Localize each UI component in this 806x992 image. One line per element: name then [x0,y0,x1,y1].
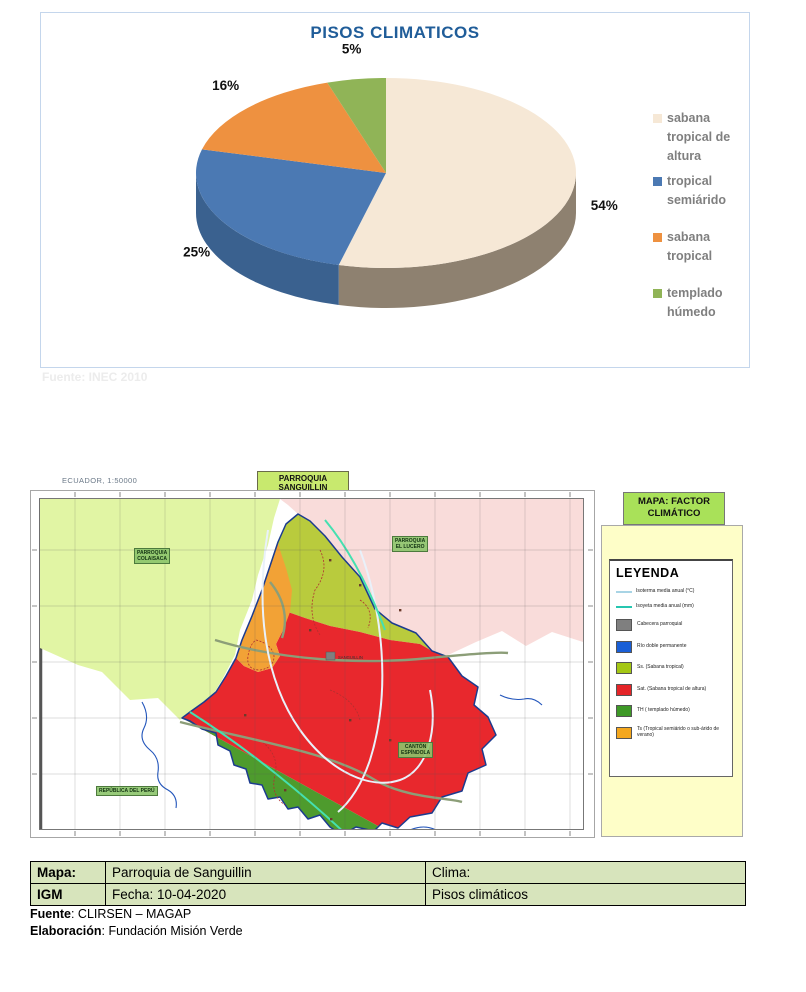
map-legend-item: Isoyeta media anual (mm) [616,603,728,610]
map-legend-label: Ts (Tropical semiárido o sub-árido de ve… [637,726,720,738]
map-ticks [32,492,593,836]
legend-box-icon [616,619,632,631]
cell-igm: IGM [30,883,106,906]
map-legend-title: LEYENDA [616,566,680,580]
table-row: IGM Fecha: 10-04-2020 Pisos climáticos [30,883,746,906]
map-grid [40,499,583,829]
chart-legend-item: templado húmedo [653,284,749,322]
cabecera-marker [325,651,336,661]
map-legend-label: Ss. (Sabana tropical) [637,664,684,671]
neighbor-label-northeast: PARROQUIA EL LUCERO [392,536,429,552]
footer: Fuente: CLIRSEN – MAGAP Elaboración: Fun… [30,906,243,940]
cell-pisos: Pisos climáticos [425,883,746,906]
parish-boundary [181,513,497,829]
chart-legend-label: tropical semiárido [667,174,727,207]
svg-text:16%: 16% [212,78,239,93]
cell-mapa-label: Mapa: [30,861,106,884]
legend-line-icon [616,590,632,593]
legend-box-icon [616,705,632,717]
map-figure: ECUADOR, 1:50000 PARROQUIA SANGUILLIN [0,468,806,843]
zone-sabana-tropical [278,514,448,657]
map-legend-label: Sat. (Sabana tropical de altura) [637,685,707,692]
table-row: Mapa: Parroquia de Sanguillin Clima: [30,861,746,884]
map-legend-label: Isoyeta media anual (mm) [636,603,694,609]
legend-swatch-icon [653,114,662,123]
chart-legend: sabana tropical de altura tropical semiár… [653,109,749,322]
map-legend-label: TH ( templado húmedo) [637,707,690,714]
cell-mapa-value: Parroquia de Sanguillin [105,861,426,884]
map-legend-item: Isoterma media anual (°C) [616,588,728,595]
chart-legend-label: templado húmedo [667,286,723,319]
legend-swatch-icon [653,289,662,298]
roads [179,581,509,804]
svg-text:25%: 25% [183,245,210,260]
map-corner-title: MAPA: FACTOR CLIMÁTICO [623,492,725,525]
legend-line-icon [616,605,632,608]
chart-title: PISOS CLIMATICOS [310,23,480,42]
chart-legend-item: sabana tropical de altura [653,109,749,166]
info-table: Mapa: Parroquia de Sanguillin Clima: IGM… [30,861,746,906]
svg-text:5%: 5% [342,41,362,56]
map-legend-label: Isoterma media anual (°C) [636,588,695,594]
zone-sabana-tropical-altura [182,610,496,828]
legend-box-icon [616,683,632,696]
map-legend-item: Cabecera parroquial [616,619,728,631]
legend-swatch-icon [653,177,662,186]
neighbor-region-west [40,499,280,720]
elaboracion-line: Elaboración: Fundación Misión Verde [30,924,243,938]
neighbor-label-southeast: CANTÓN ESPÍNDOLA [398,742,434,758]
rivers [141,694,543,829]
pie-chart-panel: 54% 25% 16% 5% PISOS CLIMATICOS sabana trop… [40,12,750,368]
map-legend-label: Río doble permanente [637,642,687,649]
chart-legend-label: sabana tropical de altura [667,111,731,163]
fuente-line: Fuente: CLIRSEN – MAGAP [30,907,192,921]
chart-legend-item: sabana tropical [653,228,749,266]
chart-faint-source-text: Fuente: INEC 2010 [42,370,148,384]
map-legend-items: Isoterma media anual (°C) Isoyeta media a… [616,588,728,739]
map-legend-item: TH ( templado húmedo) [616,705,728,717]
neighbor-region-northeast [280,499,583,656]
legend-box-icon [616,662,632,674]
map-legend-item: Río doble permanente [616,640,728,653]
map-scale-note: ECUADOR, 1:50000 [62,476,138,485]
map-drawing: SANGUILLIN [30,490,595,838]
zone-templado-humedo [182,718,378,829]
neighbor-label-southwest: REPÚBLICA DEL PERÚ [96,786,158,796]
legend-box-icon [616,726,632,739]
map-legend-item: Sat. (Sabana tropical de altura) [616,683,728,696]
neighbor-label-west: PARROQUIA COLAISACA [134,548,171,564]
cell-fecha: Fecha: 10-04-2020 [105,883,426,906]
legend-swatch-icon [653,233,662,242]
map-legend-item: Ts (Tropical semiárido o sub-árido de ve… [616,726,728,739]
cabecera-label: SANGUILLIN [338,655,363,660]
cell-clima-label: Clima: [425,861,746,884]
svg-text:54%: 54% [591,198,618,213]
chart-legend-item: tropical semiárido [653,172,749,210]
zone-tropical-semiarido [236,542,292,672]
map-canvas: SANGUILLIN PARROQUIA COLAISACA PARROQUIA… [30,490,595,838]
isohyet-lines [189,519,386,829]
map-legend-panel: LEYENDA Isoterma media anual (°C) Isoyeta… [601,525,743,837]
chart-legend-label: sabana tropical [667,230,713,263]
town-dots [244,559,402,821]
legend-box-icon [616,640,632,653]
pie-chart: 54% 25% 16% 5% [183,41,618,308]
map-legend-label: Cabecera parroquial [637,621,683,628]
map-legend-item: Ss. (Sabana tropical) [616,662,728,674]
